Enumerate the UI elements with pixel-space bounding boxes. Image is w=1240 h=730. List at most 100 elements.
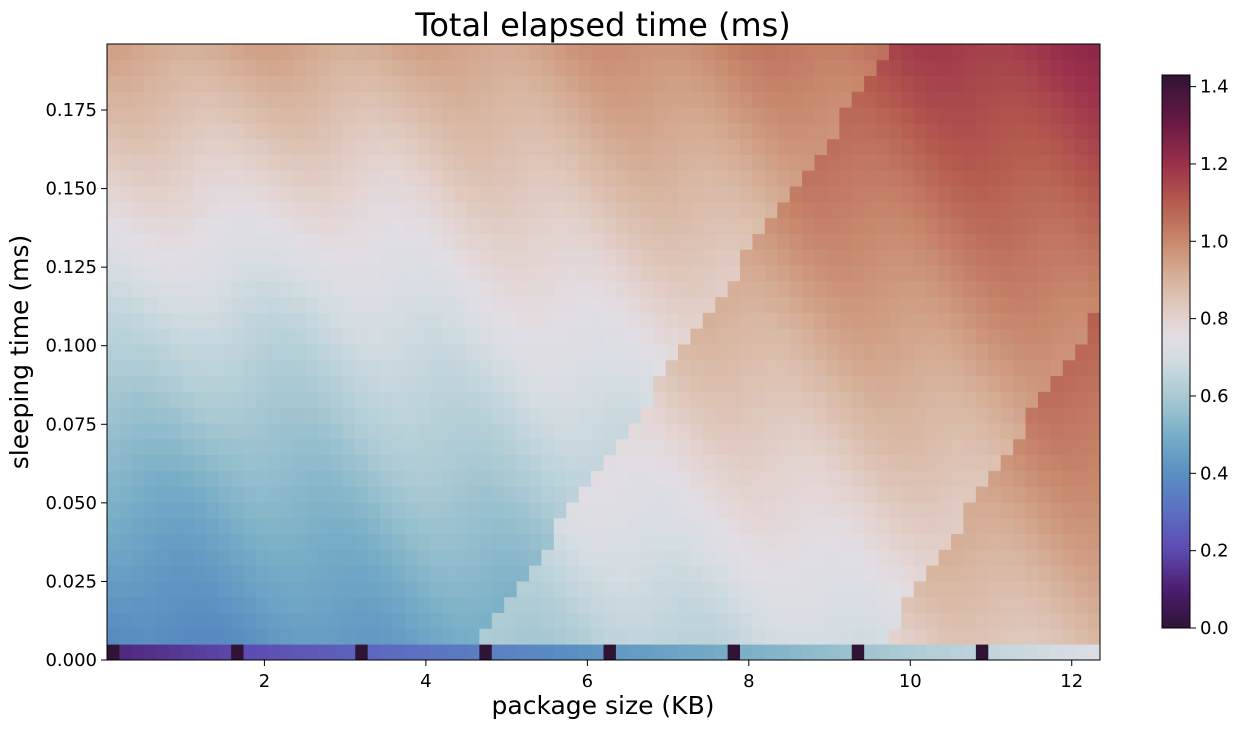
heatmap-cell <box>491 201 505 219</box>
heatmap-cell <box>367 581 381 598</box>
heatmap-cell <box>206 644 220 661</box>
heatmap-cell <box>107 628 120 645</box>
heatmap-cell <box>715 59 729 76</box>
heatmap-cell <box>404 644 418 661</box>
heatmap-cell <box>851 565 865 582</box>
heatmap-cell <box>802 596 815 614</box>
heatmap-cell <box>826 565 840 582</box>
heatmap-cell <box>1013 549 1026 566</box>
heatmap-cell <box>1013 170 1026 187</box>
heatmap-cell <box>541 122 555 140</box>
heatmap-cell <box>839 391 853 408</box>
heatmap-cell <box>702 502 716 519</box>
heatmap-cell <box>876 91 890 108</box>
heatmap-cell <box>901 59 915 76</box>
heatmap-cell <box>454 265 468 282</box>
heatmap-cell <box>156 470 170 487</box>
heatmap-cell <box>529 122 542 140</box>
heatmap-cell <box>255 612 269 629</box>
heatmap-cell <box>665 186 679 203</box>
colorbar-tick-label: 0.8 <box>1200 309 1229 330</box>
heatmap-cell <box>1087 138 1101 155</box>
heatmap-cell <box>802 502 815 519</box>
heatmap-cell <box>541 217 555 234</box>
heatmap-cell <box>243 91 257 108</box>
heatmap-cell <box>553 170 567 187</box>
heatmap-cell <box>181 375 195 392</box>
heatmap-cell <box>1050 44 1064 61</box>
heatmap-cell <box>740 596 753 614</box>
heatmap-cell <box>107 265 120 282</box>
heatmap-cell <box>293 375 306 392</box>
heatmap-cell <box>1013 201 1026 219</box>
heatmap-cell <box>1062 391 1076 408</box>
heatmap-cell <box>975 581 989 598</box>
heatmap-cell <box>1087 75 1101 92</box>
heatmap-cell <box>193 470 207 487</box>
heatmap-cell <box>119 296 133 313</box>
heatmap-cell <box>1013 644 1026 661</box>
heatmap-cell <box>640 486 654 503</box>
heatmap-cell <box>417 359 431 377</box>
heatmap-cell <box>305 296 319 313</box>
heatmap-cell <box>367 454 381 471</box>
heatmap-cell <box>1062 91 1076 108</box>
heatmap-cell <box>516 407 530 424</box>
heatmap-cell <box>280 170 294 187</box>
heatmap-cell <box>591 359 604 377</box>
heatmap-cell <box>901 328 915 345</box>
heatmap-cell <box>231 549 244 566</box>
heatmap-cell <box>367 249 381 266</box>
heatmap-cell <box>777 122 791 140</box>
heatmap-cell <box>839 407 853 424</box>
heatmap-cell <box>789 359 803 377</box>
heatmap-cell <box>1025 233 1039 250</box>
heatmap-cell <box>268 438 282 456</box>
heatmap-cell <box>1037 565 1051 582</box>
heatmap-cell <box>442 296 455 313</box>
heatmap-cell <box>131 391 145 408</box>
heatmap-cell <box>851 628 865 645</box>
heatmap-cell <box>491 644 505 661</box>
heatmap-cell <box>516 644 530 661</box>
heatmap-cell <box>318 533 331 550</box>
heatmap-cell <box>591 596 604 614</box>
heatmap-cell <box>392 75 406 92</box>
heatmap-cell <box>380 517 393 535</box>
heatmap-cell <box>318 644 331 661</box>
heatmap-cell <box>156 628 170 645</box>
heatmap-cell <box>491 249 505 266</box>
heatmap-cell <box>677 533 691 550</box>
heatmap-cell <box>628 581 642 598</box>
heatmap-cell <box>975 328 989 345</box>
heatmap-cell <box>665 75 679 92</box>
heatmap-cell <box>826 75 840 92</box>
heatmap-cell <box>603 375 617 392</box>
heatmap-cell <box>367 486 381 503</box>
heatmap-cell <box>169 312 182 329</box>
heatmap-cell <box>243 186 257 203</box>
heatmap-cell <box>715 170 729 187</box>
heatmap-cell <box>318 75 331 92</box>
heatmap-cell <box>1025 75 1039 92</box>
heatmap-cell <box>951 644 964 661</box>
heatmap-cell <box>169 280 182 298</box>
heatmap-cell <box>578 122 592 140</box>
heatmap-cell <box>181 549 195 566</box>
heatmap-cell <box>491 233 505 250</box>
heatmap-cell <box>752 154 766 171</box>
heatmap-cell <box>516 438 530 456</box>
heatmap-cell <box>677 612 691 629</box>
heatmap-cell <box>888 533 902 550</box>
heatmap-cell <box>826 407 840 424</box>
heatmap-cell <box>318 486 331 503</box>
heatmap-cell <box>752 644 766 661</box>
heatmap-cell <box>231 122 244 140</box>
heatmap-cell <box>318 423 331 440</box>
heatmap-cell <box>975 280 989 298</box>
heatmap-cell <box>1075 75 1088 92</box>
heatmap-cell <box>243 423 257 440</box>
heatmap-cell <box>541 75 555 92</box>
heatmap-cell <box>541 423 555 440</box>
heatmap-cell <box>802 217 815 234</box>
